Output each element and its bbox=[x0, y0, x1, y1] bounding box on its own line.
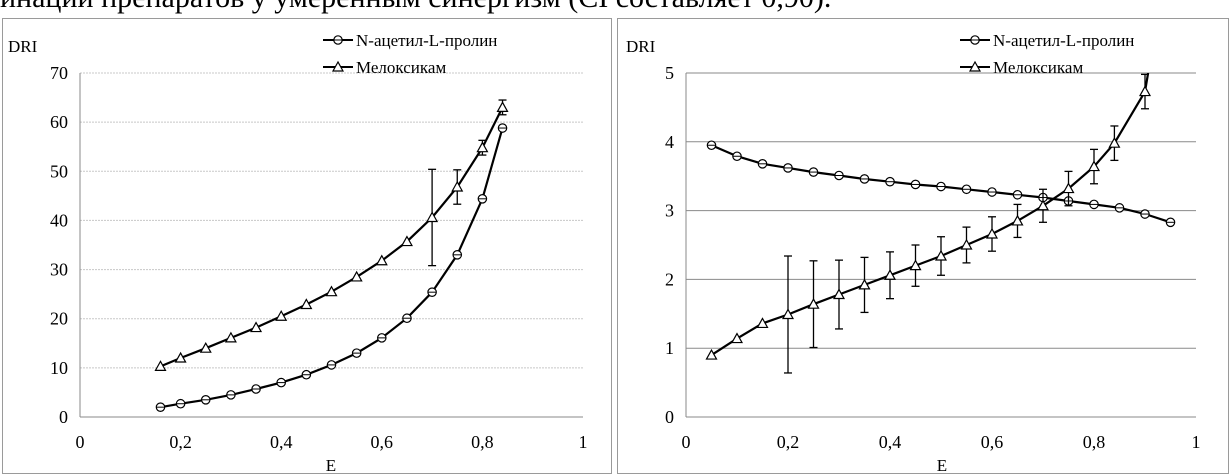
triangle-marker bbox=[960, 238, 973, 250]
x-tick-label: 1 bbox=[579, 432, 588, 452]
y-axis-label: DRI bbox=[626, 37, 656, 56]
triangle-marker bbox=[1108, 136, 1121, 148]
y-tick-label: 20 bbox=[50, 309, 68, 329]
chart-panel-right: 0 1 2 3 4 5 0 0,2 0,4 0,6 0,8 1 DRI E N-ацетил-L-проли… bbox=[617, 18, 1229, 474]
triangle-marker bbox=[1062, 182, 1075, 194]
x-tick-label: 1 bbox=[1192, 432, 1201, 452]
y-tick-label: 0 bbox=[59, 407, 68, 427]
x-tick-label: 0,8 bbox=[471, 432, 494, 452]
triangle-marker bbox=[174, 351, 187, 363]
y-tick-label: 70 bbox=[50, 63, 68, 83]
chart-panel-left: 0 10 20 30 40 50 60 70 0 0,2 0,4 0,6 0,8 1 DRI E N-ацети… bbox=[2, 18, 612, 474]
y-tick-label: 1 bbox=[665, 338, 674, 358]
triangle-marker bbox=[883, 269, 897, 280]
triangle-marker bbox=[451, 180, 464, 192]
triangle-marker bbox=[496, 101, 509, 113]
chart-left: 0 10 20 30 40 50 60 70 0 0,2 0,4 0,6 0,8 1 DRI E N-ацети… bbox=[8, 31, 588, 473]
series-line bbox=[710, 73, 1150, 357]
triangle-marker bbox=[1087, 160, 1101, 172]
legend-marker bbox=[968, 60, 982, 72]
triangle-marker bbox=[426, 211, 439, 223]
plot-area bbox=[154, 99, 509, 412]
x-tick-label: 0,6 bbox=[371, 432, 394, 452]
x-tick-label: 0,8 bbox=[1083, 432, 1106, 452]
triangle-marker bbox=[909, 259, 922, 271]
triangle-marker bbox=[1138, 85, 1152, 97]
triangle-marker bbox=[985, 227, 999, 239]
legend-label: Мелоксикам bbox=[356, 58, 446, 77]
y-tick-label: 30 bbox=[50, 260, 68, 280]
triangle-marker bbox=[705, 348, 718, 360]
chart-right: 0 1 2 3 4 5 0 0,2 0,4 0,6 0,8 1 DRI E N-ацетил-L-проли… bbox=[626, 31, 1201, 473]
triangle-marker bbox=[858, 278, 871, 290]
triangle-marker bbox=[199, 341, 212, 353]
triangle-marker bbox=[300, 298, 313, 310]
triangle-marker bbox=[224, 331, 237, 343]
series-line bbox=[160, 106, 504, 368]
triangle-marker bbox=[325, 285, 338, 297]
x-axis-label: E bbox=[326, 456, 336, 473]
y-tick-label: 50 bbox=[50, 161, 68, 181]
triangle-marker bbox=[730, 332, 744, 344]
triangle-marker bbox=[400, 235, 413, 247]
y-tick-label: 2 bbox=[665, 269, 674, 289]
y-tick-label: 4 bbox=[665, 132, 674, 152]
x-tick-label: 0,4 bbox=[879, 432, 902, 452]
header-text: инации препаратов у умеренным синергизм … bbox=[0, 0, 831, 18]
x-tick-label: 0,2 bbox=[169, 432, 192, 452]
y-tick-label: 60 bbox=[50, 112, 68, 132]
legend-label: N-ацетил-L-пролин bbox=[993, 31, 1134, 50]
legend-marker bbox=[331, 60, 345, 72]
y-tick-label: 3 bbox=[665, 201, 674, 221]
triangle-marker bbox=[154, 360, 167, 371]
x-axis-label: E bbox=[937, 456, 947, 473]
triangle-marker bbox=[756, 317, 769, 329]
triangle-marker bbox=[1011, 214, 1024, 226]
triangle-marker bbox=[250, 321, 263, 333]
triangle-marker bbox=[1036, 199, 1050, 211]
x-tick-label: 0,6 bbox=[981, 432, 1004, 452]
triangle-marker bbox=[934, 249, 948, 261]
x-tick-label: 0 bbox=[682, 432, 691, 452]
x-tick-label: 0,4 bbox=[270, 432, 293, 452]
plot-area bbox=[705, 73, 1176, 374]
x-tick-label: 0 bbox=[76, 432, 85, 452]
y-tick-label: 10 bbox=[50, 358, 68, 378]
triangle-marker bbox=[807, 297, 820, 309]
triangle-marker bbox=[476, 141, 489, 153]
triangle-marker bbox=[781, 308, 795, 320]
legend-label: N-ацетил-L-пролин bbox=[356, 31, 497, 50]
y-axis-label: DRI bbox=[8, 37, 38, 56]
y-tick-label: 5 bbox=[665, 63, 674, 83]
triangle-marker bbox=[350, 270, 363, 282]
y-tick-label: 40 bbox=[50, 210, 68, 230]
triangle-marker bbox=[375, 254, 388, 266]
legend-label: Мелоксикам bbox=[993, 58, 1083, 77]
y-tick-label: 0 bbox=[665, 407, 674, 427]
triangle-marker bbox=[275, 310, 288, 321]
x-tick-label: 0,2 bbox=[777, 432, 800, 452]
triangle-marker bbox=[832, 288, 846, 300]
